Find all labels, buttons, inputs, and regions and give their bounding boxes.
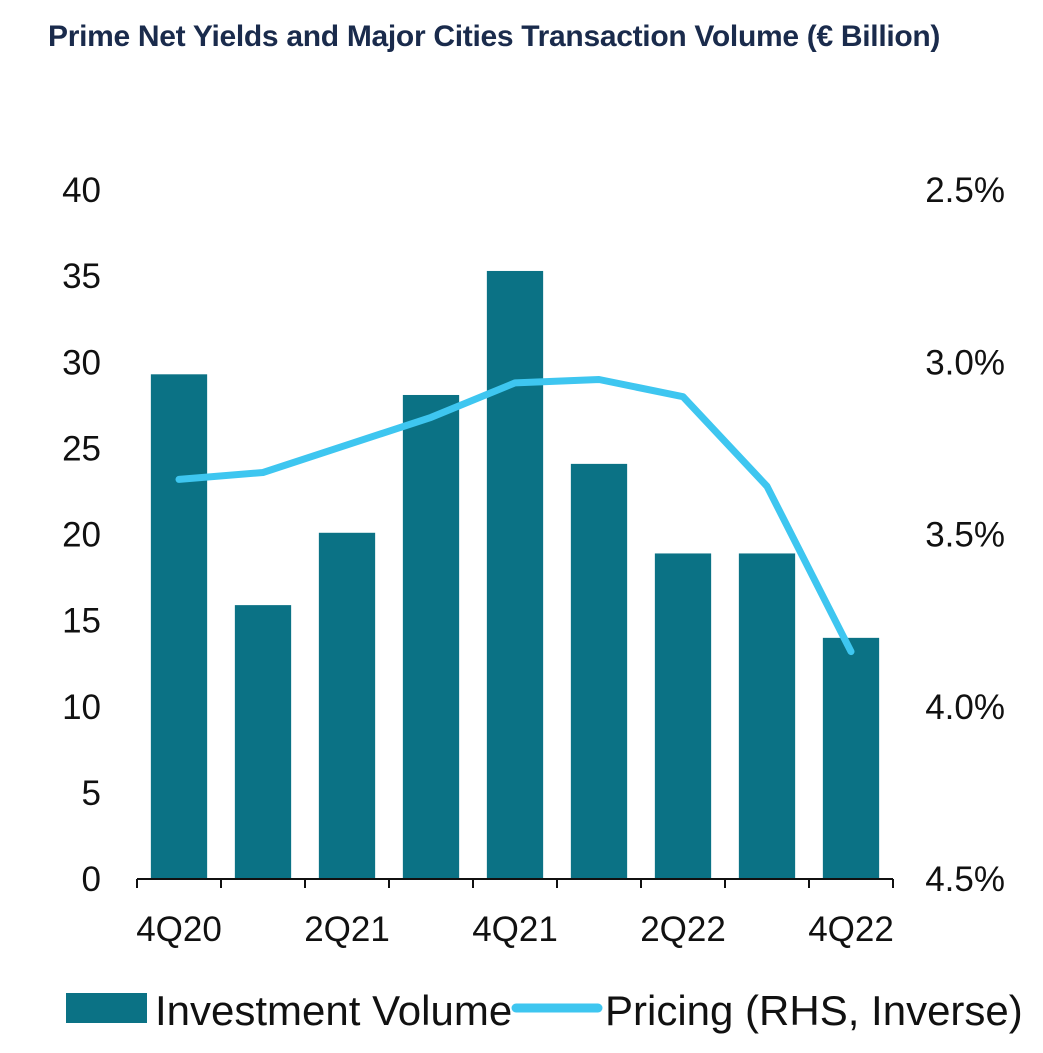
right-tick-label-3-5: 3.5% [925, 516, 1005, 555]
right-axis-ticks: 2.5% 3.0% 3.5% 4.0% 4.5% [925, 171, 1005, 899]
legend-label-investment-volume: Investment Volume [155, 987, 512, 1034]
left-axis-ticks: 0 5 10 15 20 25 30 35 40 [62, 171, 101, 899]
bar-1q22 [570, 463, 628, 879]
x-axis-ticks: 4Q20 2Q21 4Q21 2Q22 4Q22 [136, 910, 894, 949]
left-tick-label-10: 10 [62, 688, 101, 727]
bar-4q20 [150, 374, 208, 879]
left-tick-label-30: 30 [62, 343, 101, 382]
x-tick-label-4q22: 4Q22 [808, 910, 894, 949]
left-tick-label-0: 0 [82, 860, 101, 899]
bar-2q22 [654, 553, 712, 879]
bar-4q21 [486, 270, 544, 879]
bars-layer [150, 270, 880, 879]
x-tick-label-4q20: 4Q20 [136, 910, 222, 949]
left-tick-label-5: 5 [82, 774, 101, 813]
bar-3q21 [402, 394, 460, 879]
x-tick-label-2q21: 2Q21 [304, 910, 390, 949]
right-tick-label-4-5: 4.5% [925, 860, 1005, 899]
pricing-line-layer [175, 376, 855, 656]
legend: Investment Volume Pricing (RHS, Inverse) [66, 987, 1023, 1034]
bar-3q22 [738, 553, 796, 879]
chart-title: Prime Net Yields and Major Cities Transa… [48, 20, 941, 53]
left-tick-label-15: 15 [62, 602, 101, 641]
right-tick-label-2-5: 2.5% [925, 171, 1005, 210]
left-tick-label-20: 20 [62, 516, 101, 555]
left-tick-label-25: 25 [62, 429, 101, 468]
x-tick-label-4q21: 4Q21 [472, 910, 558, 949]
legend-swatch-investment-volume [66, 993, 147, 1023]
legend-label-pricing: Pricing (RHS, Inverse) [605, 987, 1023, 1034]
pricing-line [175, 376, 855, 656]
x-tick-label-2q22: 2Q22 [640, 910, 726, 949]
right-tick-label-4-0: 4.0% [925, 688, 1005, 727]
left-tick-label-35: 35 [62, 257, 101, 296]
left-tick-label-40: 40 [62, 171, 101, 210]
axis-layer [136, 878, 894, 888]
right-tick-label-3-0: 3.0% [925, 343, 1005, 382]
bar-4q22 [822, 637, 880, 879]
bar-2q21 [318, 532, 376, 879]
bar-1q21 [234, 605, 292, 879]
